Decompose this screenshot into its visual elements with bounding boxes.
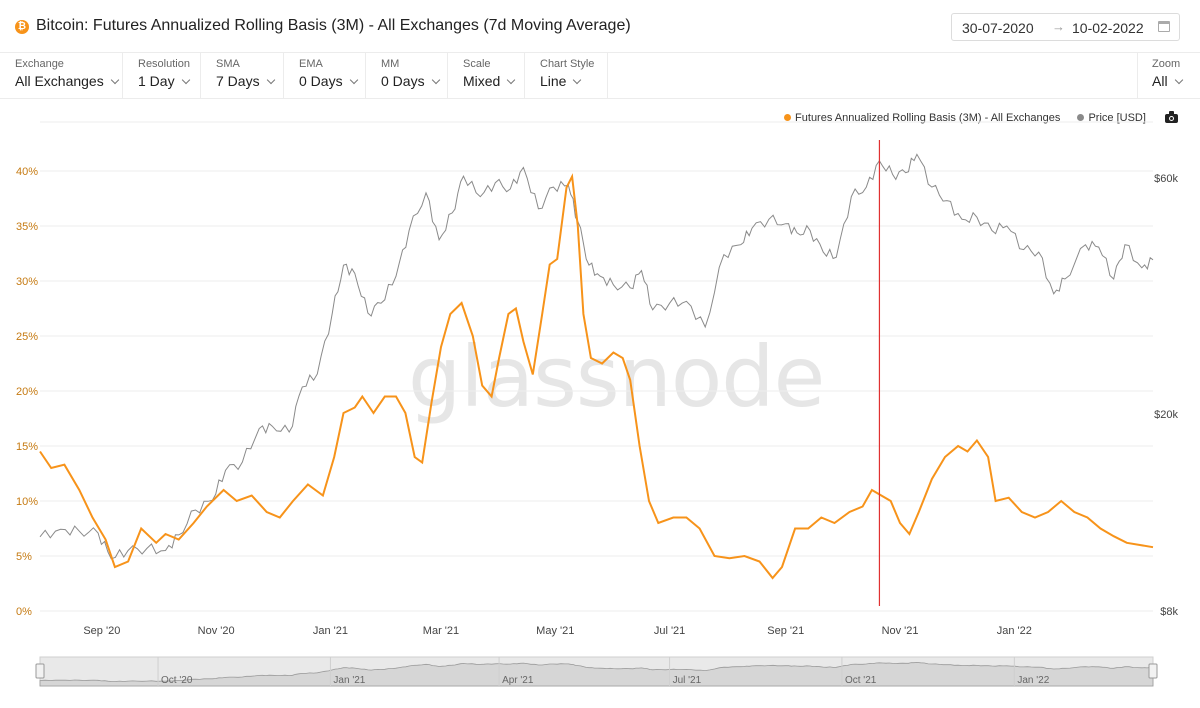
- y-tick-label: 15%: [16, 441, 38, 453]
- navigator-tick-label: Jul '21: [673, 675, 702, 686]
- chart-style-value: Line: [540, 73, 582, 89]
- chevron-down-icon: [507, 75, 516, 85]
- y-right-tick-label: $60k: [1154, 173, 1178, 185]
- chevron-down-icon: [110, 75, 119, 85]
- y-right-tick-label: $20k: [1154, 409, 1178, 421]
- legend-dot: [784, 114, 792, 122]
- sma-label: SMA: [216, 58, 240, 70]
- y-tick-label: 20%: [16, 386, 38, 398]
- chevron-down-icon: [431, 75, 440, 85]
- series-line-price: [39, 153, 1154, 560]
- zoom-value: All: [1152, 73, 1183, 89]
- navigator[interactable]: Oct '20 Jan '21 Apr '21 Jul '21 Oct '21 Jan '…: [35, 656, 1158, 687]
- y-right-tick-label: $8k: [1160, 606, 1178, 618]
- glassnode-watermark: glassnode: [408, 328, 825, 426]
- resolution-label: Resolution: [138, 58, 190, 70]
- sma-value: 7 Days: [216, 73, 275, 89]
- chevron-down-icon: [349, 75, 358, 85]
- legend-label: Futures Annualized Rolling Basis (3M) - …: [795, 112, 1061, 125]
- navigator-tick-label: Jan '22: [1017, 675, 1049, 686]
- chart-header: ₿ Bitcoin: Futures Annualized Rolling Ba…: [0, 0, 1200, 53]
- exchange-select[interactable]: Exchange All Exchanges: [0, 52, 123, 98]
- legend-label: Price [USD]: [1088, 112, 1146, 125]
- chevron-down-icon: [266, 75, 275, 85]
- x-tick-label: Jan '21: [313, 625, 348, 637]
- navigator-tick-label: Oct '21: [845, 675, 877, 686]
- scale-value: Mixed: [463, 73, 516, 89]
- x-tick-label: Sep '20: [83, 625, 120, 637]
- scale-select[interactable]: Scale Mixed: [448, 52, 525, 98]
- date-range-picker[interactable]: 30-07-2020 → 10-02-2022: [951, 13, 1180, 41]
- y-tick-label: 5%: [16, 551, 32, 563]
- chevron-down-icon: [573, 75, 582, 85]
- y-tick-label: 40%: [16, 166, 38, 178]
- navigator-left-handle[interactable]: [35, 663, 45, 679]
- navigator-tick-label: Oct '20: [161, 675, 193, 686]
- chevron-down-icon: [181, 75, 190, 85]
- y-axis-right: $8k $20k $60k: [1154, 173, 1178, 618]
- x-axis: Sep '20 Nov '20 Jan '21 Mar '21 May '21 Jul '…: [83, 625, 1032, 637]
- y-tick-label: 25%: [16, 331, 38, 343]
- x-tick-label: May '21: [536, 625, 574, 637]
- grid: [40, 121, 1153, 612]
- bitcoin-icon: ₿: [15, 20, 29, 34]
- exchange-value: All Exchanges: [15, 73, 119, 89]
- legend-item-basis[interactable]: Futures Annualized Rolling Basis (3M) - …: [784, 112, 1060, 124]
- mm-label: MM: [381, 58, 400, 70]
- ema-label: EMA: [299, 58, 323, 70]
- resolution-value: 1 Day: [138, 73, 190, 89]
- navigator-price-area: [39, 661, 1154, 687]
- chart-canvas[interactable]: 0% 5% 10% 15% 20% 25% 30% 35% 40% $8k $20k $60k Se…: [0, 98, 1200, 708]
- chart-style-select[interactable]: Chart Style Line: [525, 52, 608, 98]
- y-tick-label: 30%: [16, 276, 38, 288]
- zoom-select[interactable]: Zoom All: [1137, 52, 1200, 98]
- navigator-tick-label: Jan '21: [333, 675, 365, 686]
- y-tick-label: 0%: [16, 606, 32, 618]
- series-line-basis: [39, 173, 1154, 580]
- resolution-select[interactable]: Resolution 1 Day: [123, 52, 201, 98]
- date-start-input[interactable]: 30-07-2020: [962, 20, 1034, 36]
- ema-value: 0 Days: [299, 73, 358, 89]
- legend-item-price[interactable]: Price [USD]: [1077, 112, 1146, 125]
- chart-toolbar: Exchange All Exchanges Resolution 1 Day …: [0, 52, 1200, 99]
- date-end-input[interactable]: 10-02-2022: [1072, 20, 1144, 36]
- mm-select[interactable]: MM 0 Days: [366, 52, 448, 98]
- camera-icon[interactable]: [1165, 110, 1178, 123]
- calendar-icon[interactable]: [1158, 21, 1170, 32]
- ema-select[interactable]: EMA 0 Days: [284, 52, 366, 98]
- x-tick-label: Nov '20: [198, 625, 235, 637]
- scale-label: Scale: [463, 58, 491, 70]
- exchange-label: Exchange: [15, 58, 64, 70]
- chevron-down-icon: [1174, 75, 1183, 85]
- chart-style-label: Chart Style: [540, 58, 595, 70]
- sma-select[interactable]: SMA 7 Days: [201, 52, 284, 98]
- legend-dot: [1077, 114, 1085, 122]
- navigator-tick-label: Apr '21: [502, 675, 534, 686]
- chart-legend: Futures Annualized Rolling Basis (3M) - …: [770, 110, 1178, 125]
- x-tick-label: Jul '21: [654, 625, 685, 637]
- x-tick-label: Sep '21: [767, 625, 804, 637]
- y-axis-left: 0% 5% 10% 15% 20% 25% 30% 35% 40%: [16, 166, 38, 618]
- x-tick-label: Mar '21: [423, 625, 459, 637]
- x-tick-label: Jan '22: [997, 625, 1032, 637]
- y-tick-label: 35%: [16, 221, 38, 233]
- arrow-right-icon: →: [1052, 19, 1065, 34]
- chart-title: Bitcoin: Futures Annualized Rolling Basi…: [36, 17, 631, 34]
- x-tick-label: Nov '21: [882, 625, 919, 637]
- navigator-right-handle[interactable]: [1148, 663, 1158, 679]
- y-tick-label: 10%: [16, 496, 38, 508]
- zoom-label: Zoom: [1152, 58, 1181, 70]
- mm-value: 0 Days: [381, 73, 440, 89]
